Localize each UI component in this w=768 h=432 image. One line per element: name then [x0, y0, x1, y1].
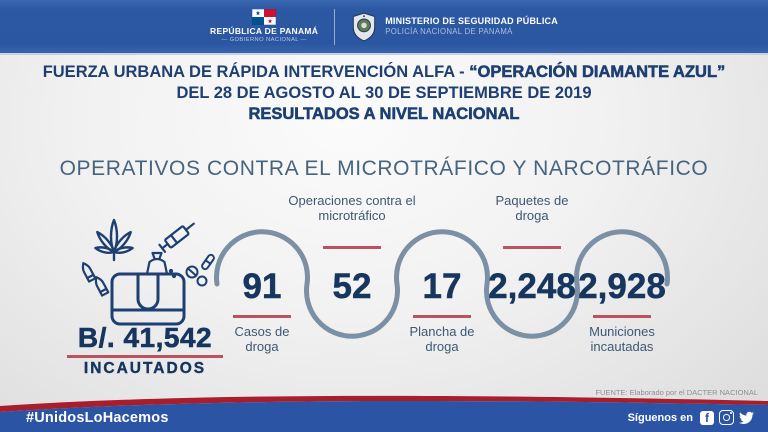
republic-title: REPÚBLICA DE PANAMÁ [210, 26, 319, 37]
main-title-line1-regular: FUERZA URBANA DE RÁPIDA INTERVENCIÓN ALF… [42, 63, 470, 81]
republic-block: REPÚBLICA DE PANAMÁ — GOBIERNO NACIONAL … [210, 9, 318, 43]
seized-underline [67, 355, 223, 358]
police-badge-icon [352, 12, 376, 42]
ministry-block: MINISTERIO DE SEGURIDAD PÚBLICA POLICÍA … [351, 12, 558, 42]
cannabis-leaf-icon [94, 218, 134, 262]
main-title-line1-bold: “OPERACIÓN DIAMANTE AZUL” [469, 63, 726, 82]
twitter-icon [739, 411, 754, 424]
instagram-lens [723, 414, 730, 421]
main-title-line2: DEL 28 DE AGOSTO AL 30 DE SEPTIEMBRE DE … [176, 84, 592, 102]
syringe-icon [158, 222, 195, 253]
facebook-icon: f [700, 410, 714, 425]
footer-blue-bar [0, 400, 768, 432]
section-title: OPERATIVOS CONTRA EL MICROTRÁFICO Y NARC… [59, 157, 709, 180]
instagram-dot [730, 412, 732, 414]
source-note: FUENTE: Elaborado por el DACTER NACIONAL [595, 388, 758, 397]
follow-label: Síguenos en [627, 411, 693, 424]
seized-amount: B/. 41,542 [77, 322, 213, 353]
republic-subtitle: — GOBIERNO NACIONAL — [221, 37, 307, 44]
seized-label: INCAUTADOS [83, 359, 207, 377]
footer-hashtag: #UnidosLoHacemos [26, 410, 169, 426]
panama-flag-icon [252, 9, 277, 26]
footer-red-ribbon [0, 395, 768, 412]
instagram-icon [719, 410, 734, 425]
top-banner: REPÚBLICA DE PANAMÁ — GOBIERNO NACIONAL … [0, 0, 768, 55]
main-title-line3: RESULTADOS A NIVEL NACIONAL [248, 105, 520, 124]
bullets-icon [81, 262, 110, 297]
seized-money-block: B/. 41,542 INCAUTADOS [55, 210, 235, 378]
header-divider [334, 8, 336, 45]
footer-follow: Síguenos en f [628, 410, 754, 425]
ministry-subtitle: POLICÍA NACIONAL DE PANAMÁ [385, 27, 513, 37]
pills-icon [185, 253, 215, 287]
main-title: FUERZA URBANA DE RÁPIDA INTERVENCIÓN ALF… [0, 62, 768, 125]
main-title-line1: FUERZA URBANA DE RÁPIDA INTERVENCIÓN ALF… [0, 62, 768, 83]
wallet-icon [110, 272, 186, 326]
drugs-weapons-money-icons [81, 218, 215, 326]
ministry-title: MINISTERIO DE SEGURIDAD PÚBLICA [385, 16, 558, 26]
footer-swoosh [0, 395, 768, 432]
header-group: REPÚBLICA DE PANAMÁ — GOBIERNO NACIONAL … [210, 8, 558, 45]
